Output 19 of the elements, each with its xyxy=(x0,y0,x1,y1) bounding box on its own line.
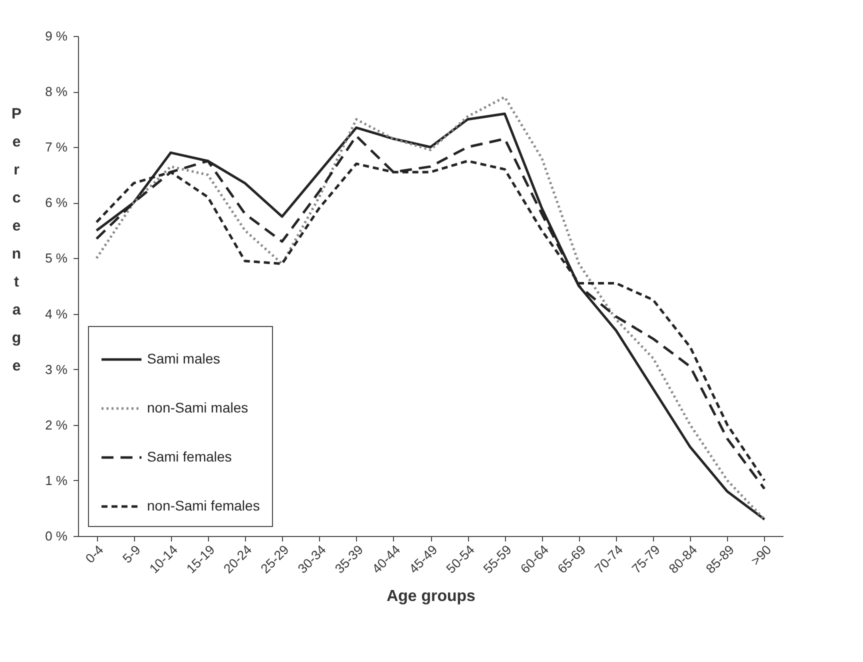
legend-label: Sami males xyxy=(147,350,220,366)
y-tick-label: 4 % xyxy=(45,306,68,322)
y-tick-label: 9 % xyxy=(45,28,68,44)
y-tick-label: 1 % xyxy=(45,472,68,488)
text: Percentage xyxy=(11,106,22,374)
y-tick-label: 3 % xyxy=(45,362,68,377)
x-tick-label: 0-4 xyxy=(82,542,106,566)
legend-label: Sami females xyxy=(147,448,232,464)
y-tick-label: 8 % xyxy=(45,84,68,100)
legend-label: non-Sami males xyxy=(147,400,248,416)
legend-label: non-Sami females xyxy=(147,498,260,514)
y-tick-label: 6 % xyxy=(45,195,68,210)
x-tick-label: 5-9 xyxy=(119,542,144,566)
x-axis-title: Age groups xyxy=(386,588,476,606)
y-tick-label: 7 % xyxy=(45,140,68,155)
y-tick-label: 2 % xyxy=(45,417,68,432)
y-tick-label: 0 % xyxy=(45,528,68,544)
x-tick-label: >90 xyxy=(748,542,774,568)
y-tick-label: 5 % xyxy=(45,250,68,266)
